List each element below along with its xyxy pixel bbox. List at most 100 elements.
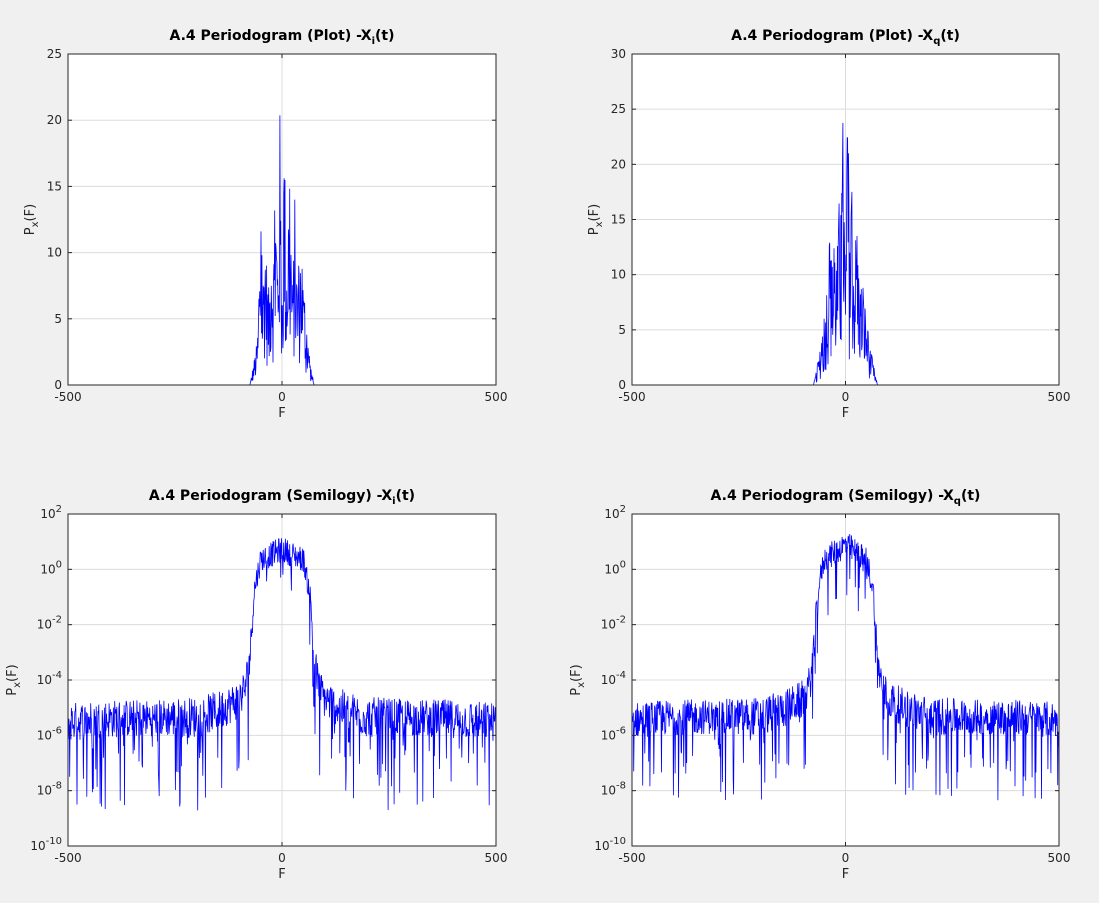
x-tick-value: -500 (54, 851, 81, 865)
y-tick-exponent: -2 (52, 615, 62, 626)
x-tick-value: 0 (278, 851, 286, 865)
y-axis-label-end: (F) (587, 204, 602, 222)
x-tick-value: 500 (485, 851, 508, 865)
y-axis-label-main: P (569, 688, 584, 696)
x-axis-label: F (278, 406, 285, 421)
y-tick-label: 15 (611, 213, 626, 227)
x-tick-value: -500 (618, 390, 645, 404)
y-tick-label: 102 (604, 504, 626, 521)
y-tick-base: 10 (40, 562, 55, 576)
y-tick-exponent: -6 (52, 725, 62, 736)
x-tick-value: 500 (1048, 851, 1071, 865)
y-tick-label: 10-8 (601, 781, 626, 798)
x-axis-label-text: F (842, 867, 849, 882)
x-tick-value: 0 (842, 390, 850, 404)
y-tick-exponent: -6 (616, 725, 626, 736)
y-tick-label: 10-2 (601, 615, 626, 632)
x-axis-label: F (842, 867, 849, 882)
title-end: (t) (961, 488, 981, 504)
y-tick-value: 0 (618, 378, 626, 392)
title-main: A.4 Periodogram (Semilogy) -X (149, 488, 392, 504)
y-tick-base: 10 (594, 839, 609, 853)
y-tick-value: 5 (618, 323, 626, 337)
chart-title: A.4 Periodogram (Semilogy) -Xq(t) (711, 488, 981, 507)
y-tick-value: 15 (611, 213, 626, 227)
title-subscript: i (392, 496, 395, 507)
y-tick-exponent: 2 (56, 504, 62, 515)
y-tick-exponent: 0 (620, 559, 626, 570)
y-tick-base: 10 (601, 673, 616, 687)
x-tick-label: 500 (1048, 390, 1071, 404)
y-tick-base: 10 (601, 784, 616, 798)
y-axis-label-end: (F) (23, 204, 38, 222)
y-tick-base: 10 (604, 562, 619, 576)
y-axis-label: Px(F) (23, 204, 41, 235)
y-axis-label-main: P (587, 227, 602, 235)
x-axis-label: F (278, 867, 285, 882)
x-axis-label-text: F (278, 406, 285, 421)
y-tick-value: 15 (47, 179, 62, 193)
y-axis-label-subscript: x (576, 682, 587, 688)
x-tick-value: 0 (842, 851, 850, 865)
x-tick-label: -500 (54, 851, 81, 865)
y-tick-label: 102 (40, 504, 62, 521)
y-tick-label: 10-6 (37, 725, 62, 742)
y-tick-exponent: -8 (616, 781, 626, 792)
y-tick-label: 10-10 (594, 836, 626, 853)
y-tick-label: 100 (604, 559, 626, 576)
data-series-line (631, 534, 1060, 801)
y-tick-label: 10-4 (37, 670, 62, 687)
y-axis-label-end: (F) (569, 664, 584, 682)
x-tick-label: 500 (485, 851, 508, 865)
y-tick-base: 10 (601, 728, 616, 742)
x-tick-value: -500 (618, 851, 645, 865)
x-axis-label-text: F (842, 406, 849, 421)
y-tick-exponent: -10 (610, 836, 626, 847)
title-end: (t) (940, 28, 960, 44)
y-axis-label-subscript: x (594, 221, 605, 227)
y-tick-value: 10 (47, 246, 62, 260)
y-tick-base: 10 (40, 507, 55, 521)
y-tick-exponent: -4 (616, 670, 626, 681)
x-tick-value: 0 (278, 390, 286, 404)
title-main: A.4 Periodogram (Plot) -X (169, 28, 371, 44)
y-tick-value: 20 (611, 157, 626, 171)
title-end: (t) (375, 28, 395, 44)
y-axis-label-subscript: x (12, 682, 23, 688)
y-tick-label: 10-10 (30, 836, 62, 853)
y-tick-label: 5 (618, 323, 626, 337)
x-tick-value: 500 (485, 390, 508, 404)
y-tick-value: 30 (611, 47, 626, 61)
x-tick-label: 0 (842, 851, 850, 865)
y-tick-value: 0 (54, 378, 62, 392)
data-series-line (67, 538, 497, 811)
title-end: (t) (396, 488, 416, 504)
y-tick-base: 10 (37, 618, 52, 632)
y-axis-label-main: P (5, 688, 20, 696)
chart-title: A.4 Periodogram (Semilogy) -Xi(t) (149, 488, 415, 507)
y-tick-label: 20 (47, 113, 62, 127)
y-tick-base: 10 (30, 839, 45, 853)
y-tick-base: 10 (601, 618, 616, 632)
y-tick-label: 25 (611, 102, 626, 116)
y-tick-exponent: -8 (52, 781, 62, 792)
y-tick-label: 5 (54, 312, 62, 326)
chart-title: A.4 Periodogram (Plot) -Xq(t) (731, 28, 960, 47)
y-tick-exponent: -4 (52, 670, 62, 681)
y-tick-label: 10-4 (601, 670, 626, 687)
y-tick-exponent: 0 (56, 559, 62, 570)
y-tick-value: 5 (54, 312, 62, 326)
x-tick-label: 0 (278, 851, 286, 865)
title-main: A.4 Periodogram (Plot) -X (731, 28, 933, 44)
y-tick-value: 20 (47, 113, 62, 127)
x-tick-label: 0 (278, 390, 286, 404)
y-tick-exponent: -2 (616, 615, 626, 626)
y-tick-label: 10 (47, 246, 62, 260)
y-axis-label: Px(F) (587, 204, 605, 235)
y-tick-value: 25 (611, 102, 626, 116)
